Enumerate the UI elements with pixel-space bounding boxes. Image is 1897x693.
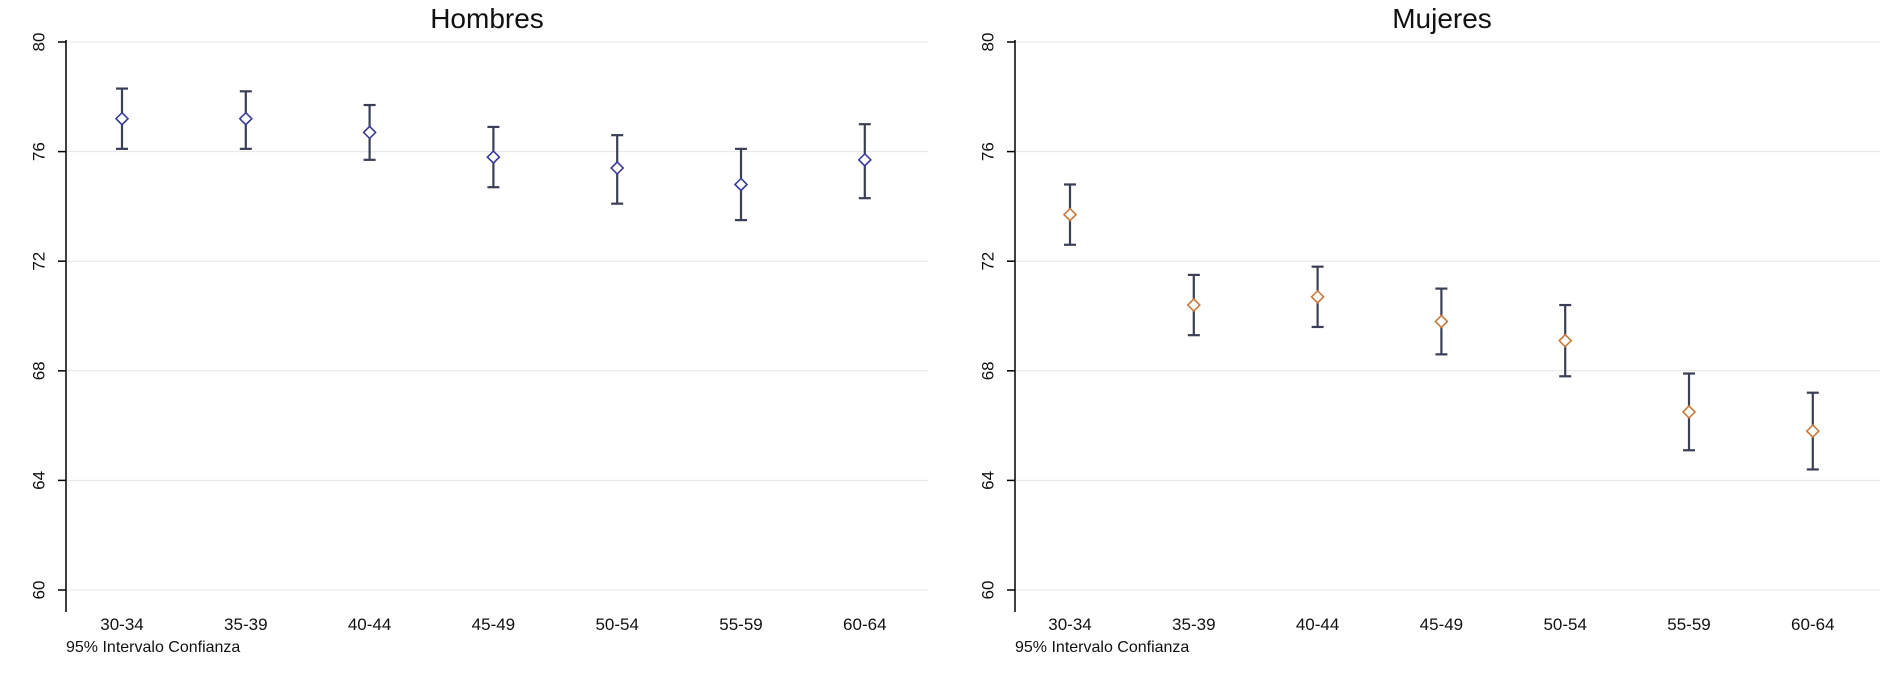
x-tick-label: 55-59 [719,615,762,634]
y-tick-label: 60 [978,581,997,600]
y-tick-label: 68 [29,361,48,380]
y-tick-label: 72 [978,252,997,271]
y-tick-label: 64 [29,471,48,490]
x-tick-label: 40-44 [1296,615,1339,634]
y-tick-label: 72 [29,252,48,271]
y-tick-label: 64 [978,471,997,490]
x-tick-label: 60-64 [843,615,886,634]
x-tick-label: 55-59 [1667,615,1710,634]
chart-title: Hombres [430,3,544,34]
chart-title: Mujeres [1392,3,1492,34]
data-point [362,125,377,140]
x-tick-label: 50-54 [595,615,638,634]
x-tick-label: 40-44 [348,615,391,634]
data-point [486,149,501,165]
x-tick-label: 45-49 [472,615,515,634]
chart-panel-2: Mujeres 60 64 68 72 76 80 30-34 35-39 40-44 45-49 5… [978,3,1880,656]
y-tick-label: 80 [978,33,997,52]
y-tick-label: 60 [29,581,48,600]
data-point [1186,297,1201,313]
x-tick-label: 50-54 [1543,615,1586,634]
data-point [733,177,749,192]
data-point [1310,289,1325,304]
data-point [114,111,130,126]
y-tick-label: 80 [29,33,48,52]
data-point [1558,333,1573,348]
data-point [1434,314,1449,329]
data-point [238,111,253,126]
y-tick-label: 76 [978,142,997,161]
chart-panel-1: Hombres 60 64 68 72 76 80 30-34 35-39 40-44 45-49 5… [29,3,928,656]
data-point [1062,207,1078,222]
ci-note: 95% Intervalo Confianza [66,639,240,656]
x-tick-label: 60-64 [1791,615,1834,634]
data-point [1681,404,1697,420]
y-tick-label: 76 [29,142,48,161]
x-tick-label: 35-39 [1172,615,1215,634]
x-tick-label: 45-49 [1420,615,1463,634]
ci-note: 95% Intervalo Confianza [1015,639,1189,656]
x-tick-label: 30-34 [100,615,143,634]
y-tick-label: 68 [978,361,997,380]
x-tick-label: 35-39 [224,615,267,634]
data-point [610,160,625,176]
x-tick-label: 30-34 [1048,615,1091,634]
data-point [1805,423,1820,439]
data-point [857,152,872,167]
